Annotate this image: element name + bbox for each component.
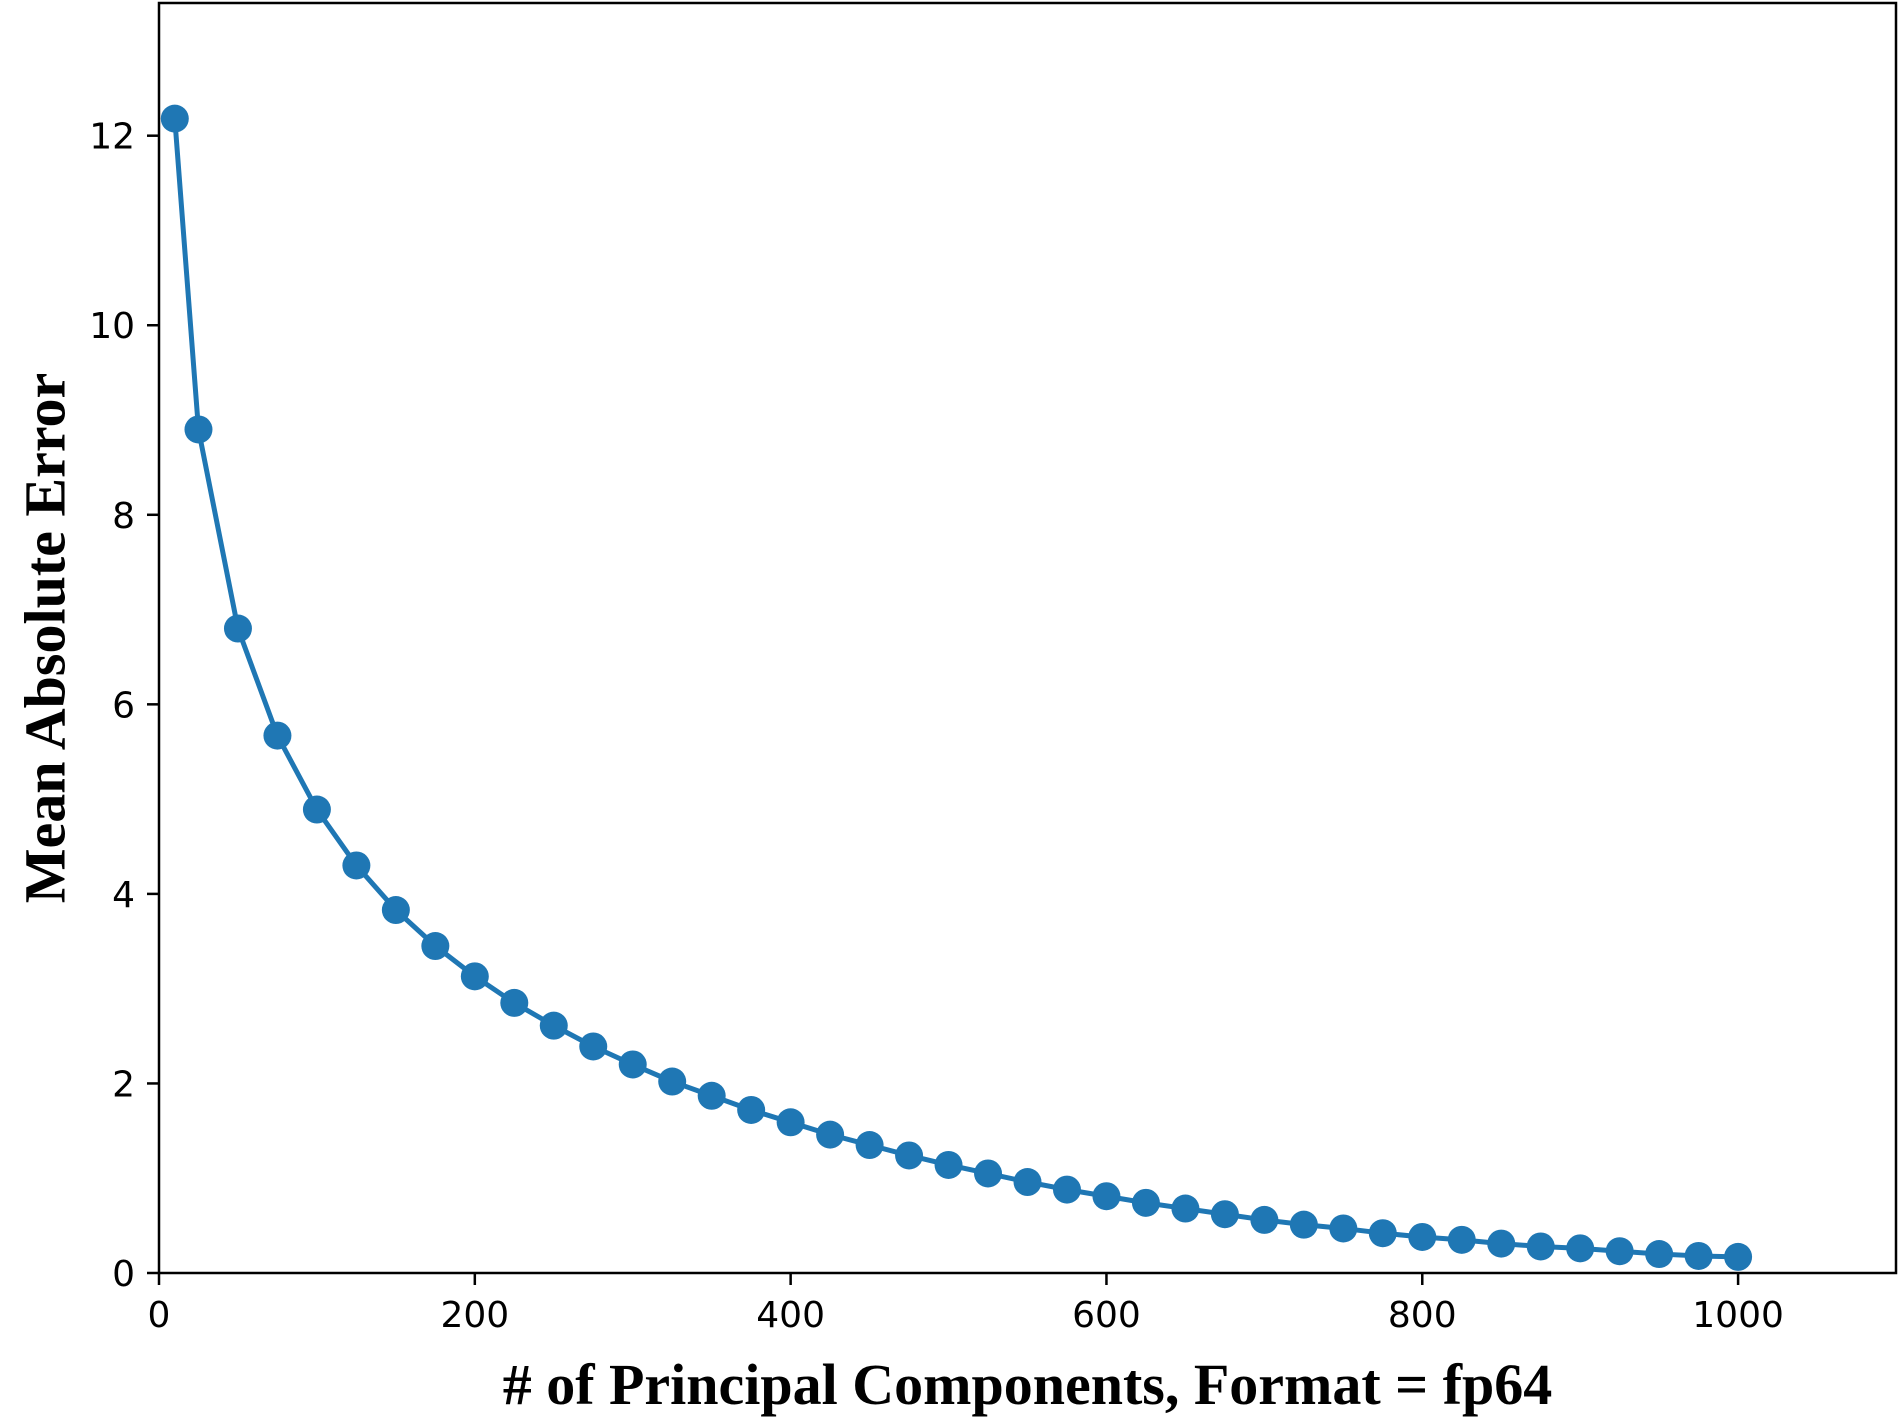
x-axis-title: # of Principal Components, Format = fp64 [503,1352,1553,1417]
plot-marks [160,104,1753,1271]
data-point [1645,1240,1674,1269]
data-point [816,1120,845,1149]
y-axis-title: Mean Absolute Error [12,373,77,904]
data-point [1408,1222,1437,1251]
data-point [934,1150,963,1179]
y-axis: 0 2 4 6 8 10 12 [89,117,159,1295]
data-point [421,932,450,961]
data-point [184,415,213,444]
data-point [1052,1175,1081,1204]
data-point [974,1159,1003,1188]
data-point [1724,1242,1753,1271]
data-point [1605,1237,1634,1266]
data-point [737,1095,766,1124]
data-point [1171,1194,1200,1223]
x-axis: 0 200 400 600 800 1000 [148,1273,1784,1336]
data-point [895,1141,924,1170]
data-point [1447,1225,1476,1254]
data-point [381,896,410,925]
data-point [1684,1241,1713,1270]
x-tick-label: 400 [756,1295,825,1336]
y-tick-label: 8 [112,496,135,537]
y-tick-label: 10 [89,306,135,347]
x-tick-label: 1000 [1692,1295,1784,1336]
data-point [697,1081,726,1110]
data-point [776,1108,805,1137]
data-point [1210,1200,1239,1229]
data-point [1013,1168,1042,1197]
data-point [1526,1232,1555,1261]
y-tick-label: 4 [112,875,135,916]
y-tick-label: 0 [112,1254,135,1295]
data-point [223,614,252,643]
data-point [1329,1214,1358,1243]
data-point [1487,1229,1516,1258]
y-tick-label: 12 [89,117,135,158]
x-tick-label: 600 [1072,1295,1141,1336]
y-tick-label: 6 [112,685,135,726]
data-point [160,104,189,133]
plot-frame [157,1,1898,1275]
data-point [1131,1188,1160,1217]
data-point [500,988,529,1017]
data-point [342,851,371,880]
data-point [539,1011,568,1040]
data-point [658,1067,687,1096]
data-point [1250,1205,1279,1234]
data-point [1566,1234,1595,1263]
data-point [618,1050,647,1079]
data-point [263,721,292,750]
data-point [1368,1219,1397,1248]
data-point [579,1032,608,1061]
data-point [460,962,489,991]
data-point [1092,1182,1121,1211]
data-point [1289,1210,1318,1239]
x-tick-label: 800 [1388,1295,1457,1336]
x-tick-label: 0 [148,1295,171,1336]
x-tick-label: 200 [440,1295,509,1336]
y-tick-label: 2 [112,1064,135,1105]
data-point [302,795,331,824]
data-point [855,1131,884,1160]
